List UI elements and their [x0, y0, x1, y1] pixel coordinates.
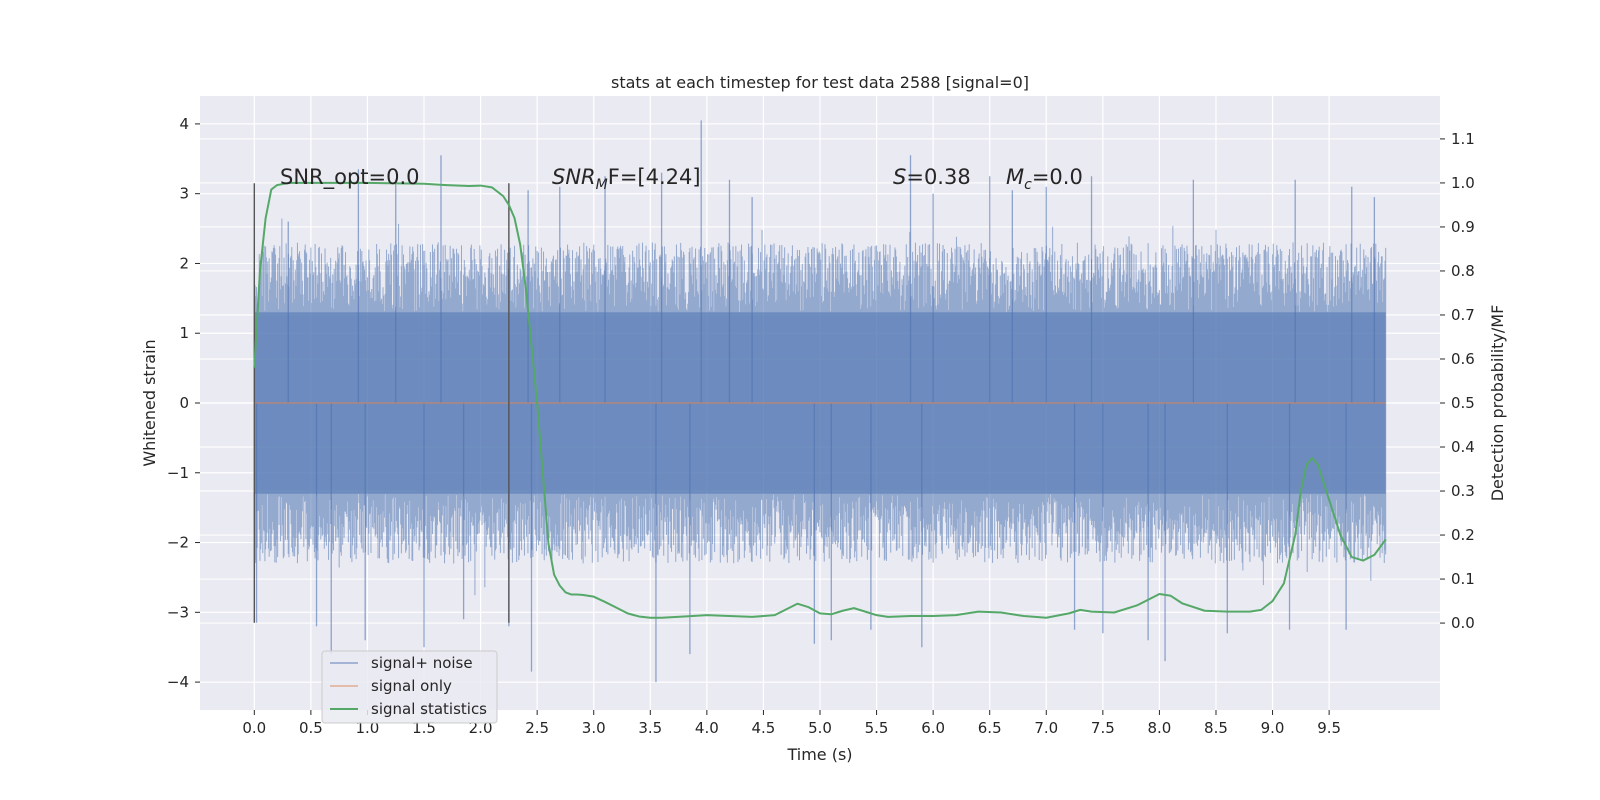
y-tick-label: −2	[167, 534, 189, 552]
y-right-tick-label: 0.9	[1451, 218, 1475, 236]
window-markers	[253, 183, 510, 623]
series-signal-statistics	[253, 181, 1387, 619]
annotation-snr-mf: SNRMF=[4.24]	[552, 165, 701, 193]
x-tick-label: 7.0	[1034, 719, 1058, 737]
y-right-tick-label: 0.8	[1451, 262, 1475, 280]
y-right-tick-label: 1.1	[1451, 130, 1475, 148]
y-tick-label: −1	[167, 464, 189, 482]
x-tick-label: 5.5	[865, 719, 889, 737]
legend: signal+ noise signal only signal statist…	[321, 650, 498, 724]
annotation-mc: Mc=0.0	[1006, 165, 1083, 193]
y-tick-label: 4	[179, 115, 189, 133]
y-right-tick-label: 0.2	[1451, 526, 1475, 544]
y-axis-label: Whitened strain	[140, 339, 159, 466]
y-tick-label: 1	[179, 324, 189, 342]
y-right-tick-label: 0.1	[1451, 570, 1475, 588]
y-tick-label: 0	[179, 394, 189, 412]
legend-label-signal-only: signal only	[371, 677, 452, 695]
x-tick-label: 6.0	[921, 719, 945, 737]
y-right-axis-label: Detection probability/MF	[1488, 305, 1507, 502]
x-tick-label: 6.5	[978, 719, 1002, 737]
y-right-tick-label: 0.0	[1451, 614, 1475, 632]
legend-label-signal-statistics: signal statistics	[371, 700, 487, 718]
y-right-tick-label: 1.0	[1451, 174, 1475, 192]
x-tick-label: 5.0	[808, 719, 832, 737]
y-right-tick-label: 0.4	[1451, 438, 1475, 456]
x-tick-label: 3.0	[582, 719, 606, 737]
y-right-axis-ticks: 1.1 1.0 0.9 0.8 0.7 0.6 0.5 0.4 0.3 0.2 0.1 0.0	[1440, 130, 1475, 632]
x-tick-label: 7.5	[1091, 719, 1115, 737]
x-axis-label: Time (s)	[786, 745, 852, 764]
y-tick-label: −3	[167, 603, 189, 621]
y-right-tick-label: 0.6	[1451, 350, 1475, 368]
x-tick-label: 0.5	[299, 719, 323, 737]
y-tick-label: 3	[179, 185, 189, 203]
chart-title: stats at each timestep for test data 258…	[611, 73, 1029, 92]
x-tick-label: 2.5	[525, 719, 549, 737]
x-tick-label: 8.5	[1204, 719, 1228, 737]
x-tick-label: 4.0	[695, 719, 719, 737]
x-tick-label: 0.0	[242, 719, 266, 737]
y-tick-label: 2	[179, 254, 189, 272]
x-tick-label: 9.5	[1317, 719, 1341, 737]
y-right-tick-label: 0.3	[1451, 482, 1475, 500]
y-right-tick-label: 0.5	[1451, 394, 1475, 412]
y-axis-ticks: 4 3 2 1 0 −1 −2 −3 −4	[167, 115, 200, 691]
legend-label-signal-plus-noise: signal+ noise	[371, 654, 473, 672]
x-tick-label: 4.5	[752, 719, 776, 737]
legend-box	[321, 650, 498, 724]
x-tick-label: 9.0	[1261, 719, 1285, 737]
annotation-s: S=0.38	[893, 165, 971, 189]
annotation-snr-opt: SNR_opt=0.0	[280, 165, 420, 190]
x-tick-label: 8.0	[1147, 719, 1171, 737]
x-tick-label: 3.5	[638, 719, 662, 737]
y-right-tick-label: 0.7	[1451, 306, 1475, 324]
y-tick-label: −4	[167, 673, 189, 691]
signal-statistics-line	[253, 181, 1387, 619]
